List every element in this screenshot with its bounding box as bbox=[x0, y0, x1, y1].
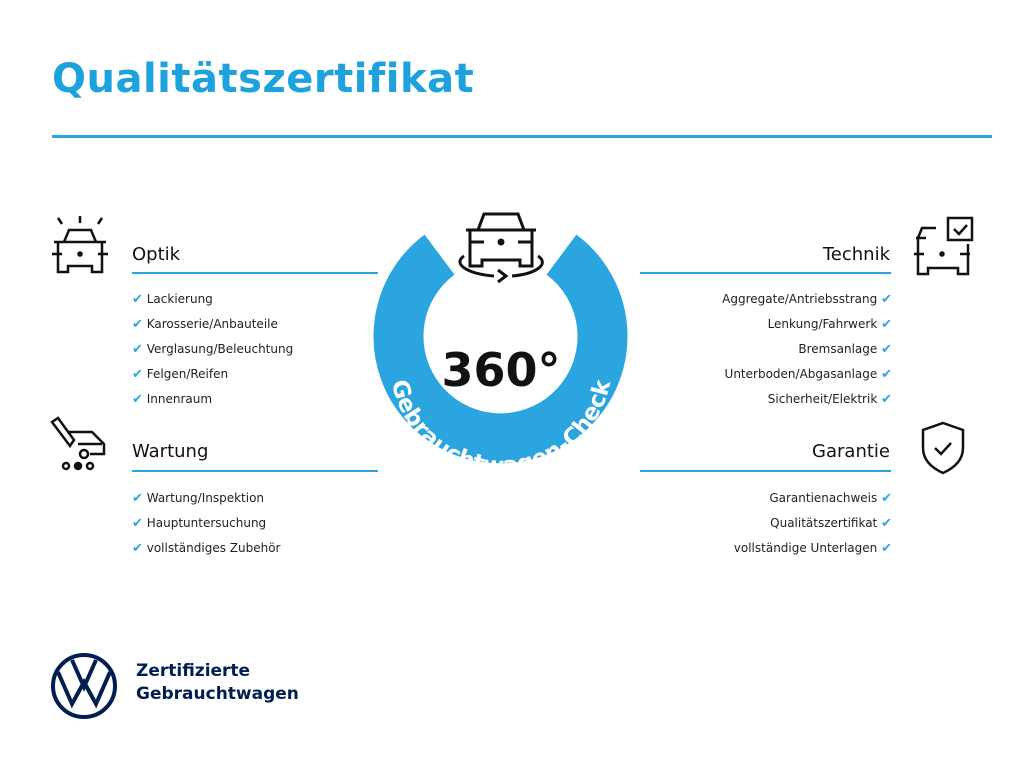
shield-check-icon bbox=[918, 420, 968, 476]
service-wrench-icon bbox=[48, 414, 112, 478]
brand-text: Zertifizierte Gebrauchtwagen bbox=[136, 660, 299, 706]
list-item: ✔ Wartung/Inspektion bbox=[132, 491, 265, 506]
check-icon: ✔ bbox=[132, 367, 143, 382]
check-icon: ✔ bbox=[132, 516, 143, 531]
section-title-optik: Optik bbox=[132, 244, 181, 265]
check-icon: ✔ bbox=[132, 342, 143, 357]
check-icon: ✔ bbox=[132, 317, 143, 332]
check-icon: ✔ bbox=[881, 491, 892, 506]
check-icon: ✔ bbox=[881, 317, 892, 332]
list-item: Unterboden/Abgasanlage ✔ bbox=[724, 367, 892, 382]
title-divider bbox=[52, 135, 992, 138]
wartung-list: ✔ Wartung/Inspektion ✔ Hauptuntersuchung… bbox=[132, 486, 281, 561]
check-icon: ✔ bbox=[881, 516, 892, 531]
check-icon: ✔ bbox=[132, 541, 143, 556]
car-rotate-icon bbox=[458, 212, 544, 284]
brand-line-1: Zertifizierte bbox=[136, 661, 251, 681]
badge-number: 360° bbox=[441, 343, 560, 397]
list-item: ✔ Felgen/Reifen bbox=[132, 367, 229, 382]
garantie-list: Garantienachweis ✔ Qualitätszertifikat ✔… bbox=[600, 486, 892, 561]
check-icon: ✔ bbox=[132, 292, 143, 307]
optik-list: ✔ Lackierung ✔ Karosserie/Anbauteile ✔ V… bbox=[132, 287, 293, 412]
check-icon: ✔ bbox=[881, 342, 892, 357]
vw-logo bbox=[50, 652, 118, 720]
360-check-badge: Gebrauchtwagen-Check 360° bbox=[370, 200, 632, 500]
list-item: Garantienachweis ✔ bbox=[769, 491, 892, 506]
list-item: Qualitätszertifikat ✔ bbox=[770, 516, 892, 531]
list-item: Bremsanlage ✔ bbox=[798, 342, 892, 357]
check-icon: ✔ bbox=[132, 392, 143, 407]
list-item: ✔ Innenraum bbox=[132, 392, 213, 407]
section-divider bbox=[640, 470, 891, 472]
list-item: vollständige Unterlagen ✔ bbox=[733, 541, 892, 556]
badge-ring bbox=[373, 234, 628, 464]
section-title-wartung: Wartung bbox=[132, 441, 209, 462]
list-item: ✔ vollständiges Zubehör bbox=[132, 541, 281, 556]
brand-line-2: Gebrauchtwagen bbox=[136, 684, 299, 704]
list-item: Aggregate/Antriebsstrang ✔ bbox=[722, 292, 892, 307]
check-icon: ✔ bbox=[881, 292, 892, 307]
list-item: ✔ Lackierung bbox=[132, 292, 213, 307]
technik-list: Aggregate/Antriebsstrang ✔ Lenkung/Fahrw… bbox=[600, 287, 892, 412]
section-divider bbox=[132, 470, 378, 472]
check-icon: ✔ bbox=[881, 541, 892, 556]
section-title-technik: Technik bbox=[822, 244, 890, 265]
check-icon: ✔ bbox=[132, 491, 143, 506]
check-icon: ✔ bbox=[881, 367, 892, 382]
list-item: Lenkung/Fahrwerk ✔ bbox=[767, 317, 892, 332]
list-item: ✔ Karosserie/Anbauteile bbox=[132, 317, 278, 332]
list-item: ✔ Hauptuntersuchung bbox=[132, 516, 267, 531]
section-divider bbox=[132, 272, 378, 274]
list-item: Sicherheit/Elektrik ✔ bbox=[767, 392, 892, 407]
check-icon: ✔ bbox=[881, 392, 892, 407]
section-title-garantie: Garantie bbox=[812, 441, 890, 462]
car-checkbox-icon bbox=[912, 214, 976, 278]
section-divider bbox=[640, 272, 891, 274]
page-title: Qualitätszertifikat bbox=[52, 56, 475, 102]
list-item: ✔ Verglasung/Beleuchtung bbox=[132, 342, 294, 357]
car-lights-icon bbox=[48, 214, 112, 278]
